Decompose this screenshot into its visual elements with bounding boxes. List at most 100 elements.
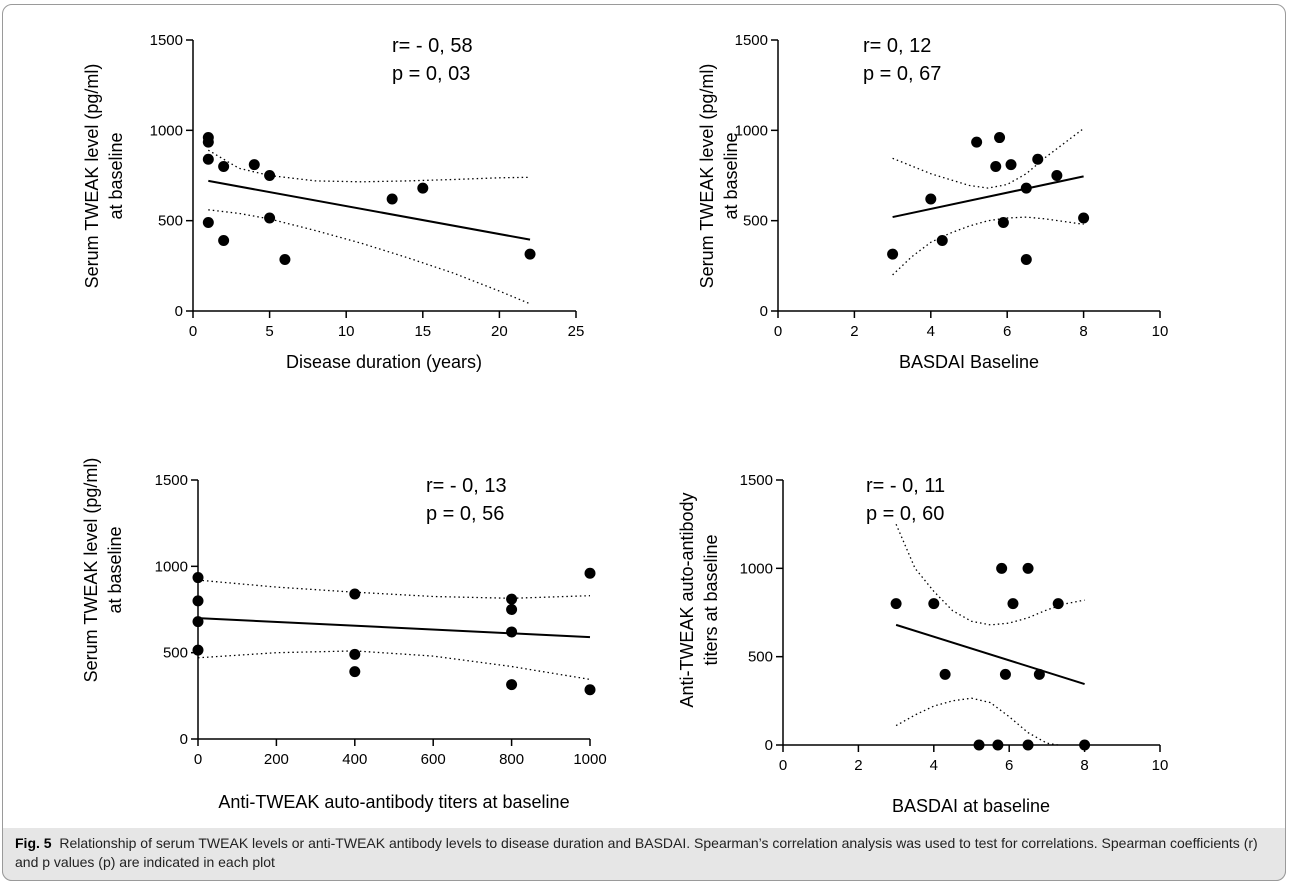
x-tick-label: 25 xyxy=(568,323,585,340)
y-tick-label: 1000 xyxy=(735,122,768,139)
data-point xyxy=(264,212,276,224)
x-tick-label: 600 xyxy=(421,751,446,768)
y-tick-label: 0 xyxy=(765,737,773,754)
data-point xyxy=(386,193,398,205)
y-tick-label: 1500 xyxy=(150,32,183,49)
p-value-label: p = 0, 03 xyxy=(392,63,470,85)
caption-label: Fig. 5 xyxy=(15,835,52,851)
data-point xyxy=(192,644,204,656)
data-point xyxy=(990,160,1002,172)
data-point xyxy=(349,666,361,678)
ci-lower-band xyxy=(895,697,1059,746)
data-point xyxy=(279,254,291,266)
ci-upper-band xyxy=(207,149,531,183)
data-point xyxy=(218,235,230,247)
x-tick-label: 4 xyxy=(927,323,935,340)
y-tick-label: 500 xyxy=(163,645,188,662)
data-point xyxy=(506,626,518,638)
data-point xyxy=(973,739,985,751)
x-axis-label: BASDAI at baseline xyxy=(892,796,1050,816)
y-axis-label: Serum TWEAK level (pg/ml) xyxy=(82,64,102,289)
y-tick-label: 500 xyxy=(158,213,183,230)
data-point xyxy=(1079,739,1091,751)
data-point xyxy=(192,616,204,628)
regression-line xyxy=(208,179,531,241)
ci-upper-band xyxy=(892,127,1084,189)
data-point xyxy=(994,132,1006,144)
p-value-label: p = 0, 60 xyxy=(866,503,944,525)
data-point xyxy=(939,668,951,680)
y-tick-label: 500 xyxy=(748,649,773,666)
data-point xyxy=(1033,668,1045,680)
x-tick-label: 800 xyxy=(499,751,524,768)
y-tick-label: 0 xyxy=(180,731,188,748)
data-point xyxy=(506,679,518,691)
data-point xyxy=(192,572,204,584)
x-tick-label: 10 xyxy=(1152,323,1169,340)
x-tick-label: 8 xyxy=(1079,323,1087,340)
data-point xyxy=(996,562,1008,574)
data-point xyxy=(925,193,937,205)
data-point xyxy=(1022,562,1034,574)
data-point xyxy=(417,182,429,194)
caption-band: Fig. 5 Relationship of serum TWEAK level… xyxy=(2,828,1286,881)
data-point xyxy=(999,668,1011,680)
data-point xyxy=(264,170,276,181)
data-point xyxy=(524,248,536,260)
y-tick-label: 1500 xyxy=(155,472,188,489)
ci-lower-band xyxy=(197,650,591,681)
data-point xyxy=(1020,182,1032,194)
x-tick-label: 6 xyxy=(1003,323,1011,340)
r-coefficient-label: r= - 0, 13 xyxy=(426,475,507,497)
y-axis-label: Anti-TWEAK auto-antibody xyxy=(677,492,697,707)
x-tick-label: 20 xyxy=(491,323,508,340)
x-axis-label: Disease duration (years) xyxy=(286,352,482,372)
x-tick-label: 0 xyxy=(779,757,787,774)
y-axis-label: at baseline xyxy=(106,132,126,219)
data-point xyxy=(887,248,899,260)
y-axis-label: Serum TWEAK level (pg/ml) xyxy=(81,458,101,683)
data-point xyxy=(202,216,214,228)
y-axis-label: Serum TWEAK level (pg/ml) xyxy=(697,64,717,289)
y-axis-label: at baseline xyxy=(105,526,125,613)
data-point xyxy=(506,593,518,605)
panel-b-basdai: 0 2 4 6 8 10 0 500 1000 1500 BASDAI Baseline Serum … xyxy=(697,32,1168,372)
ci-upper-band xyxy=(895,523,1085,626)
x-axis-label: BASDAI Baseline xyxy=(899,352,1039,372)
y-tick-label: 1000 xyxy=(155,558,188,575)
data-point xyxy=(584,684,596,696)
regression-line xyxy=(197,617,591,639)
y-axis-label: at baseline xyxy=(721,132,741,219)
x-tick-label: 15 xyxy=(414,323,431,340)
data-point xyxy=(1007,598,1019,610)
x-tick-label: 0 xyxy=(194,751,202,768)
data-point xyxy=(928,598,940,610)
data-point xyxy=(584,567,596,579)
data-point xyxy=(1005,159,1017,171)
x-tick-label: 5 xyxy=(265,323,273,340)
x-tick-label: 200 xyxy=(264,751,289,768)
x-tick-label: 4 xyxy=(930,757,938,774)
y-tick-label: 0 xyxy=(175,303,183,320)
panel-d-antibody-vs-basdai: 0 2 4 6 8 10 0 500 1000 1500 BASDAI at baseline Ant… xyxy=(677,472,1168,816)
y-tick-label: 0 xyxy=(760,303,768,320)
x-tick-label: 8 xyxy=(1080,757,1088,774)
panel-a-disease-duration: 0 5 10 15 20 25 0 500 1000 1500 Disease duration (… xyxy=(82,32,584,372)
x-tick-label: 2 xyxy=(854,757,862,774)
data-point xyxy=(192,595,204,607)
data-point xyxy=(1032,153,1044,165)
data-point xyxy=(1020,254,1032,266)
x-tick-label: 0 xyxy=(774,323,782,340)
data-point xyxy=(248,159,260,171)
ci-upper-band xyxy=(197,579,591,599)
x-tick-label: 2 xyxy=(850,323,858,340)
data-point xyxy=(992,739,1004,751)
data-point xyxy=(936,235,948,247)
data-point xyxy=(349,588,361,600)
x-tick-label: 1000 xyxy=(573,751,606,768)
x-axis-label: Anti-TWEAK auto-antibody titers at basel… xyxy=(218,792,569,812)
y-tick-label: 1000 xyxy=(740,560,773,577)
regression-line xyxy=(892,175,1084,219)
data-point xyxy=(997,216,1009,228)
